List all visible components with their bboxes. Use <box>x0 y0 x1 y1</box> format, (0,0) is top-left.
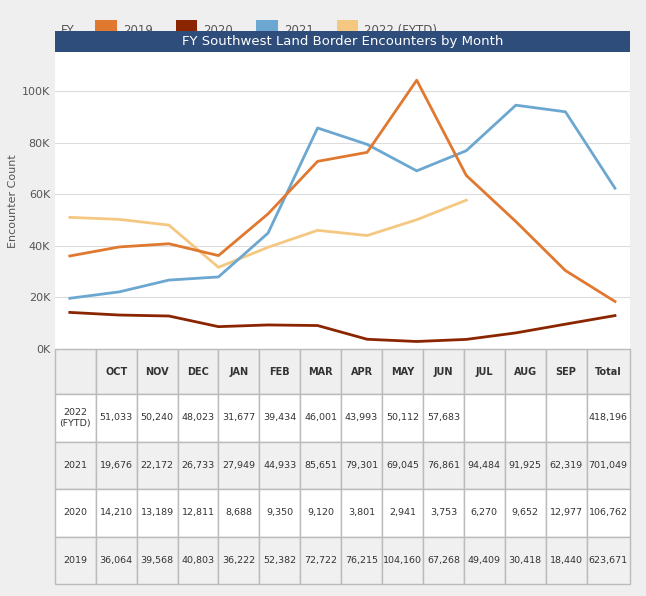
FancyBboxPatch shape <box>95 20 117 41</box>
FancyBboxPatch shape <box>256 20 278 41</box>
FancyBboxPatch shape <box>176 20 198 41</box>
FancyBboxPatch shape <box>337 20 359 41</box>
FancyBboxPatch shape <box>55 31 630 52</box>
Text: 2020: 2020 <box>203 24 233 37</box>
Text: 2019: 2019 <box>123 24 152 37</box>
Text: FY: FY <box>61 24 74 37</box>
Text: 2022 (FYTD): 2022 (FYTD) <box>364 24 437 37</box>
Text: FY Southwest Land Border Encounters by Month: FY Southwest Land Border Encounters by M… <box>182 35 503 48</box>
Text: 2021: 2021 <box>284 24 313 37</box>
Y-axis label: Encounter Count: Encounter Count <box>8 154 17 247</box>
